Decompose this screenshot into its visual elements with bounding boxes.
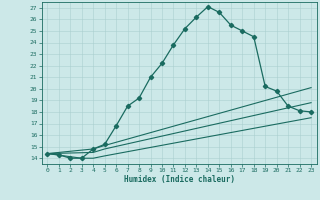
X-axis label: Humidex (Indice chaleur): Humidex (Indice chaleur) <box>124 175 235 184</box>
